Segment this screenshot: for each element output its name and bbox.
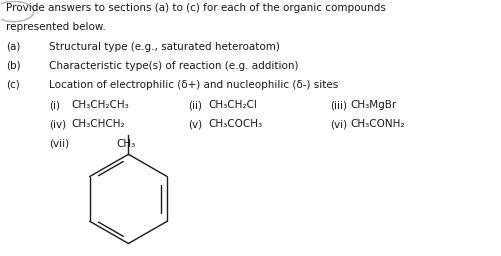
Text: Characteristic type(s) of reaction (e.g. addition): Characteristic type(s) of reaction (e.g.… [49,61,298,71]
Text: Location of electrophilic (δ+) and nucleophilic (δ-) sites: Location of electrophilic (δ+) and nucle… [49,80,338,90]
Text: represented below.: represented below. [7,22,106,32]
Text: (v): (v) [188,119,202,129]
Text: CH₃CH₂Cl: CH₃CH₂Cl [208,100,257,110]
Text: Provide answers to sections (a) to (c) for each of the organic compounds: Provide answers to sections (a) to (c) f… [7,3,386,13]
Text: CH₃COCH₃: CH₃COCH₃ [208,119,263,129]
Text: (a): (a) [7,42,21,52]
Text: (iv): (iv) [49,119,66,129]
Text: (iii): (iii) [330,100,347,110]
Text: (b): (b) [7,61,21,71]
Text: (i): (i) [49,100,60,110]
Text: CH₃CH₂CH₃: CH₃CH₂CH₃ [71,100,129,110]
Text: CH₃MgBr: CH₃MgBr [350,100,396,110]
Text: (ii): (ii) [188,100,202,110]
Text: Structural type (e.g., saturated heteroatom): Structural type (e.g., saturated heteroa… [49,42,280,52]
Text: (vi): (vi) [330,119,347,129]
Text: (vii): (vii) [49,138,69,148]
Text: CH₃: CH₃ [116,140,135,150]
Text: CH₃CONH₂: CH₃CONH₂ [350,119,405,129]
Text: CH₃CHCH₂: CH₃CHCH₂ [71,119,125,129]
Text: (c): (c) [7,80,20,90]
